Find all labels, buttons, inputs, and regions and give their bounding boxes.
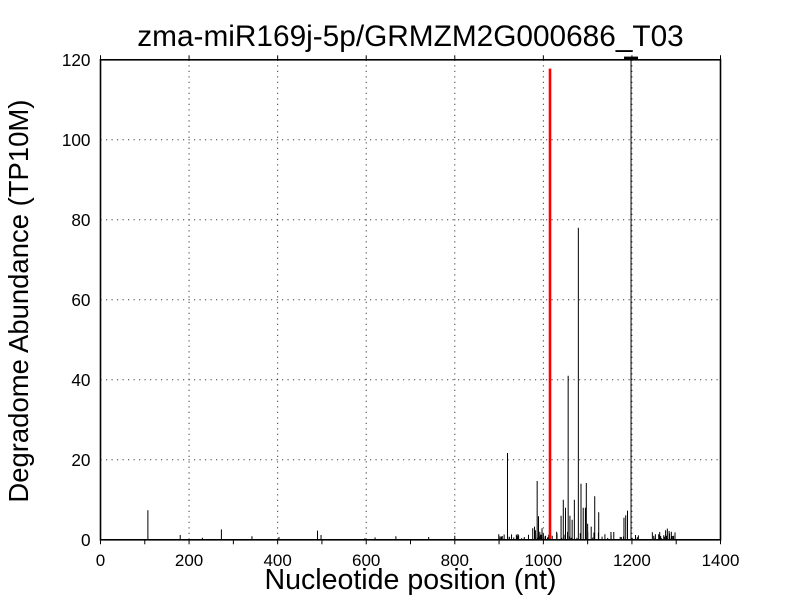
svg-text:120: 120 [62, 50, 91, 70]
svg-text:zma-miR169j-5p/GRMZM2G000686_T: zma-miR169j-5p/GRMZM2G000686_T03 [137, 20, 684, 53]
svg-text:1200: 1200 [613, 551, 651, 570]
svg-text:Degradome Abundance (TP10M): Degradome Abundance (TP10M) [3, 100, 34, 503]
svg-text:1400: 1400 [702, 551, 740, 570]
svg-text:20: 20 [71, 450, 90, 470]
svg-text:0: 0 [96, 551, 105, 570]
svg-text:200: 200 [175, 551, 203, 570]
svg-text:40: 40 [71, 370, 90, 390]
svg-text:80: 80 [71, 210, 90, 230]
svg-text:0: 0 [81, 530, 91, 550]
svg-text:60: 60 [71, 290, 90, 310]
svg-text:Nucleotide position (nt): Nucleotide position (nt) [264, 564, 556, 596]
svg-text:100: 100 [62, 130, 91, 150]
